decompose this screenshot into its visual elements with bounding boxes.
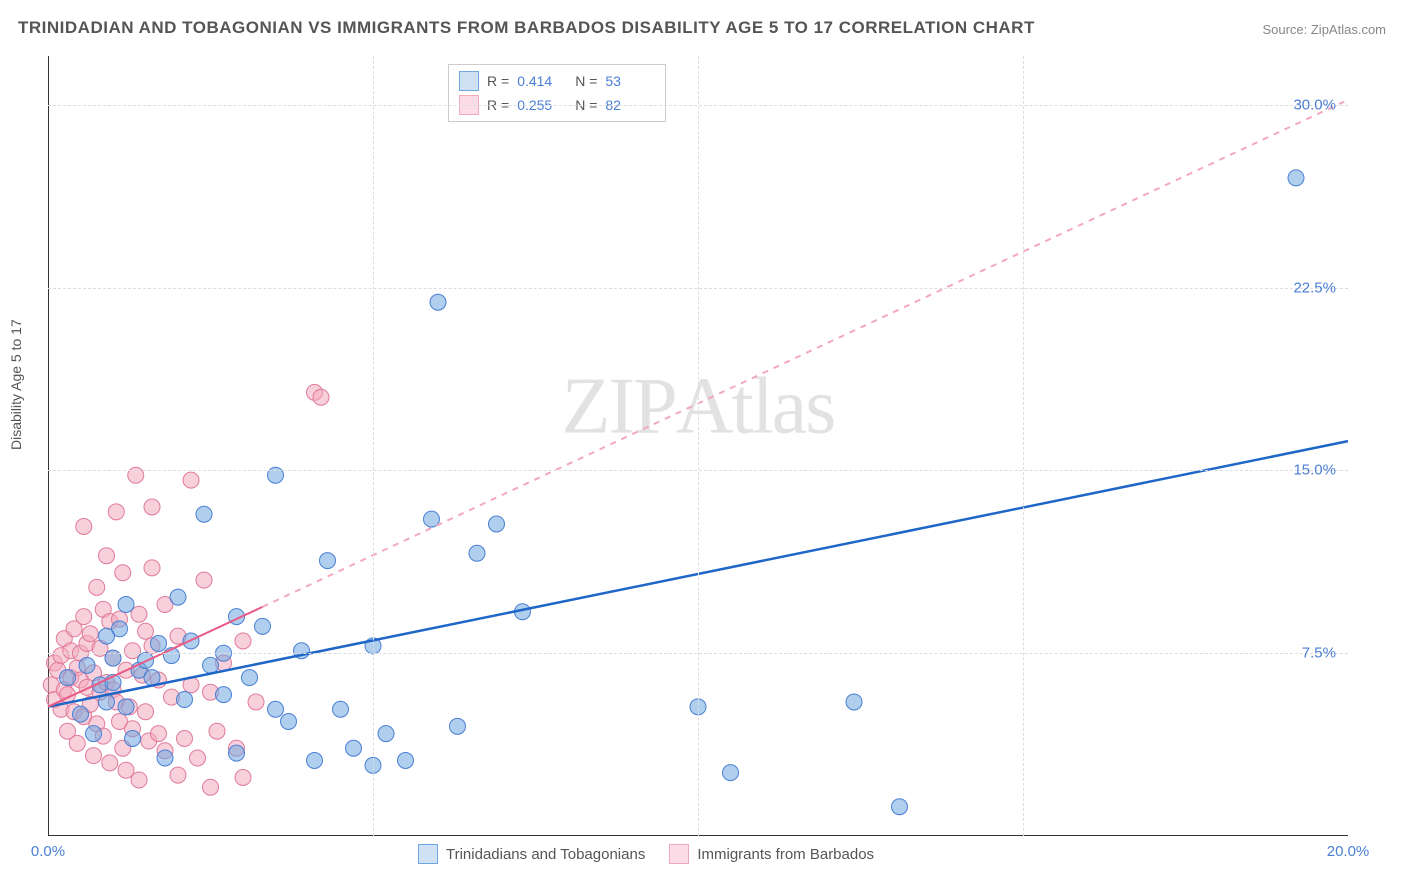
legend-correlation: R =0.414N =53R =0.255N =82 (448, 64, 666, 122)
legend-n-label: N = (575, 73, 597, 89)
legend-correlation-row: R = 0.414 N = 53 (459, 69, 655, 93)
data-point-barbados (144, 499, 160, 515)
data-point-trinidad (307, 752, 323, 768)
data-point-trinidad (398, 752, 414, 768)
legend-series-item: Trinidadians and Tobagonians (418, 844, 645, 864)
legend-series-label: Immigrants from Barbados (697, 846, 874, 863)
legend-n-value: 53 (605, 73, 655, 89)
data-point-trinidad (450, 718, 466, 734)
data-point-trinidad (229, 745, 245, 761)
data-point-trinidad (268, 701, 284, 717)
y-tick-label: 15.0% (1293, 462, 1336, 479)
legend-series-label: Trinidadians and Tobagonians (446, 846, 645, 863)
data-point-trinidad (60, 670, 76, 686)
data-point-barbados (99, 548, 115, 564)
data-point-trinidad (151, 635, 167, 651)
gridline-v (373, 56, 374, 836)
legend-series: Trinidadians and Tobagonians Immigrants f… (418, 844, 874, 864)
data-point-trinidad (469, 545, 485, 561)
data-point-barbados (196, 572, 212, 588)
data-point-trinidad (1288, 170, 1304, 186)
x-tick-label: 0.0% (31, 843, 65, 860)
data-point-trinidad (79, 657, 95, 673)
chart-title: TRINIDADIAN AND TOBAGONIAN VS IMMIGRANTS… (18, 18, 1035, 38)
data-point-barbados (89, 579, 105, 595)
data-point-barbados (108, 504, 124, 520)
data-point-barbados (183, 472, 199, 488)
data-point-trinidad (118, 596, 134, 612)
data-point-trinidad (430, 294, 446, 310)
data-point-trinidad (892, 799, 908, 815)
data-point-barbados (235, 770, 251, 786)
y-tick-label: 22.5% (1293, 279, 1336, 296)
gridline-v (698, 56, 699, 836)
data-point-barbados (86, 748, 102, 764)
data-point-trinidad (73, 706, 89, 722)
y-tick-label: 30.0% (1293, 96, 1336, 113)
data-point-trinidad (378, 726, 394, 742)
legend-r-label: R = (487, 73, 509, 89)
data-point-barbados (248, 694, 264, 710)
data-point-trinidad (346, 740, 362, 756)
y-tick-label: 7.5% (1302, 645, 1336, 662)
data-point-trinidad (196, 506, 212, 522)
data-point-trinidad (489, 516, 505, 532)
data-point-trinidad (203, 657, 219, 673)
data-point-barbados (209, 723, 225, 739)
legend-swatch (669, 844, 689, 864)
data-point-trinidad (320, 553, 336, 569)
data-point-trinidad (170, 589, 186, 605)
data-point-barbados (144, 560, 160, 576)
data-point-trinidad (118, 699, 134, 715)
data-point-barbados (102, 755, 118, 771)
data-point-barbados (69, 735, 85, 751)
data-point-barbados (190, 750, 206, 766)
legend-series-item: Immigrants from Barbados (669, 844, 874, 864)
data-point-trinidad (723, 765, 739, 781)
data-point-trinidad (216, 687, 232, 703)
data-point-trinidad (333, 701, 349, 717)
data-point-trinidad (177, 692, 193, 708)
gridline-v (1023, 56, 1024, 836)
data-point-barbados (151, 726, 167, 742)
legend-swatch (459, 71, 479, 91)
source-label: Source: ZipAtlas.com (1262, 22, 1386, 37)
data-point-barbados (235, 633, 251, 649)
data-point-trinidad (99, 628, 115, 644)
data-point-barbados (82, 626, 98, 642)
x-tick-label: 20.0% (1327, 843, 1370, 860)
data-point-trinidad (125, 731, 141, 747)
data-point-trinidad (157, 750, 173, 766)
data-point-trinidad (242, 670, 258, 686)
data-point-trinidad (255, 618, 271, 634)
data-point-barbados (138, 704, 154, 720)
data-point-barbados (170, 767, 186, 783)
chart-container: TRINIDADIAN AND TOBAGONIAN VS IMMIGRANTS… (0, 0, 1406, 892)
legend-swatch (418, 844, 438, 864)
data-point-barbados (115, 565, 131, 581)
data-point-barbados (203, 779, 219, 795)
data-point-barbados (313, 389, 329, 405)
data-point-barbados (138, 623, 154, 639)
data-point-barbados (177, 731, 193, 747)
data-point-barbados (131, 772, 147, 788)
trendline-barbados-dash (263, 100, 1349, 607)
data-point-trinidad (846, 694, 862, 710)
data-point-trinidad (86, 726, 102, 742)
plot-area: ZIPAtlas R =0.414N =53R =0.255N =82 Trin… (48, 56, 1348, 836)
data-point-trinidad (281, 713, 297, 729)
data-point-barbados (76, 518, 92, 534)
y-axis-title: Disability Age 5 to 17 (8, 319, 24, 450)
data-point-barbados (76, 609, 92, 625)
legend-r-value: 0.414 (517, 73, 567, 89)
